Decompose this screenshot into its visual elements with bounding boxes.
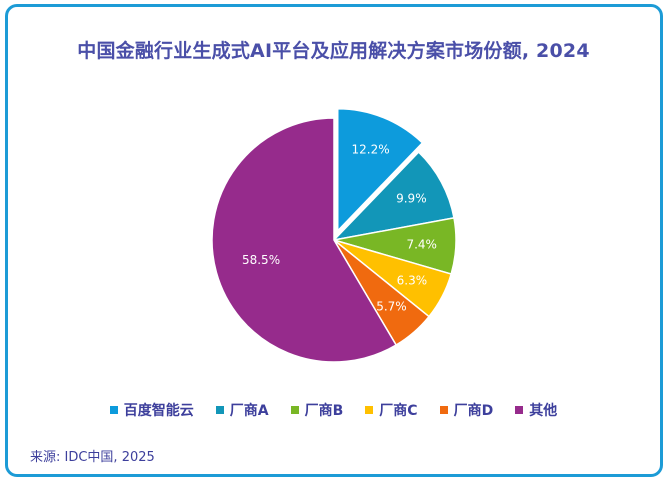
pie-label-3: 6.3%	[397, 274, 428, 288]
legend-item-vendor-c: 厂商C	[365, 400, 418, 420]
pie-labels: 12.2% 9.9% 7.4% 6.3% 5.7% 58.5%	[242, 142, 437, 313]
legend-swatch	[215, 406, 224, 414]
legend-item-vendor-b: 厂商B	[290, 400, 344, 420]
pie-label-1: 9.9%	[396, 191, 427, 205]
pie-label-0: 12.2%	[352, 142, 390, 156]
source-note: 来源: IDC中国, 2025	[30, 450, 155, 465]
legend-label: 厂商B	[304, 403, 344, 419]
legend-item-vendor-d: 厂商D	[439, 400, 494, 420]
chart-title: 中国金融行业生成式AI平台及应用解决方案市场份额, 2024	[77, 40, 590, 62]
pie-slices	[211, 107, 457, 363]
legend: 百度智能云 厂商A 厂商B 厂商C 厂商D 其他	[0, 400, 667, 420]
legend-label: 百度智能云	[123, 403, 194, 419]
pie-slice-0	[336, 107, 424, 233]
legend-swatch	[109, 406, 118, 414]
pie-label-5: 58.5%	[242, 253, 280, 267]
legend-swatch	[290, 406, 299, 414]
pie-slice-1	[331, 151, 455, 242]
pie-label-4: 5.7%	[376, 299, 407, 313]
legend-label: 厂商A	[229, 403, 269, 419]
legend-swatch	[439, 406, 448, 414]
legend-label: 厂商C	[379, 403, 418, 419]
legend-item-vendor-a: 厂商A	[215, 400, 269, 420]
legend-label: 厂商D	[453, 403, 494, 419]
legend-label: 其他	[529, 403, 558, 419]
legend-item-baidu: 百度智能云	[109, 400, 194, 420]
legend-swatch	[365, 406, 374, 414]
legend-item-others: 其他	[515, 400, 557, 420]
legend-swatch	[515, 406, 524, 414]
pie-label-2: 7.4%	[406, 237, 437, 251]
pie-slice-5	[211, 117, 398, 363]
